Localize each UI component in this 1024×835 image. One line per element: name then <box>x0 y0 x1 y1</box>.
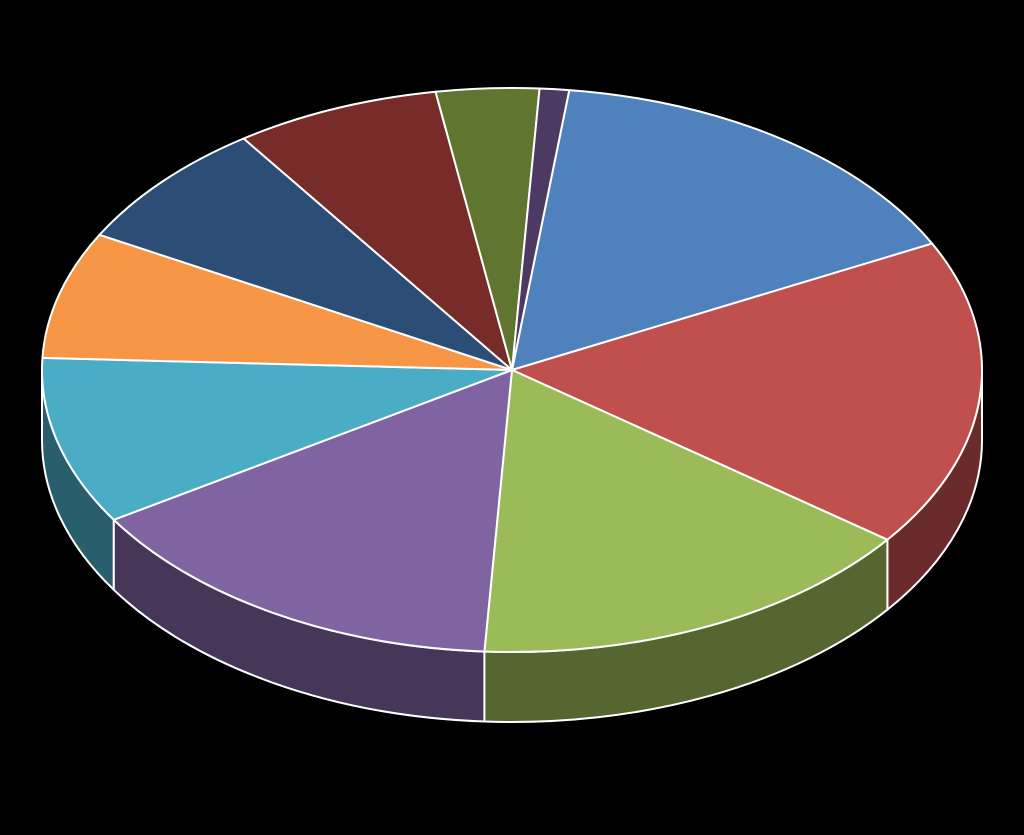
pie-top <box>42 88 982 652</box>
pie-chart-svg <box>0 0 1024 830</box>
pie-chart-3d <box>0 0 1024 835</box>
